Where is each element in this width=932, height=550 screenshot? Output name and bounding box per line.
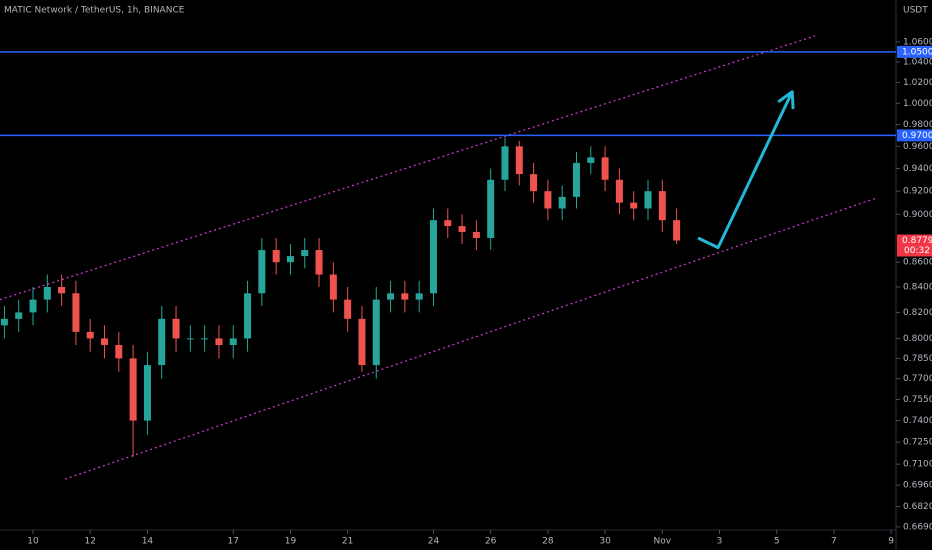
x-tick-label: 26 bbox=[485, 537, 497, 547]
countdown-label: 00:32 bbox=[904, 246, 930, 256]
y-tick-label: 0.7550 bbox=[903, 395, 932, 405]
chart-title: MATIC Network / TetherUS, 1h, BINANCE bbox=[4, 6, 185, 16]
candle-body bbox=[558, 196, 566, 209]
x-tick-label: 10 bbox=[27, 537, 39, 547]
last-price-box bbox=[897, 234, 932, 257]
candle-body bbox=[530, 174, 538, 192]
candle-body bbox=[29, 299, 37, 313]
candle-body bbox=[58, 287, 66, 294]
price-label-box bbox=[897, 129, 932, 142]
price-label: 0.9700 bbox=[902, 131, 932, 141]
x-tick-label: 21 bbox=[342, 537, 353, 547]
y-tick-label: 0.7250 bbox=[903, 438, 932, 448]
y-tick-label: 1.0400 bbox=[903, 57, 932, 67]
y-tick-label: 0.9800 bbox=[903, 120, 932, 130]
currency-label: USDT bbox=[903, 6, 928, 16]
candle-body bbox=[315, 250, 323, 275]
candle-body bbox=[86, 331, 94, 339]
candle-body bbox=[286, 256, 294, 263]
candle-body bbox=[129, 358, 137, 421]
candle-body bbox=[572, 162, 580, 197]
candle-body bbox=[301, 250, 309, 257]
x-tick-label: 12 bbox=[84, 537, 95, 547]
candle-body bbox=[72, 293, 80, 332]
candle-body bbox=[115, 345, 123, 359]
candle-body bbox=[258, 250, 266, 294]
y-tick-label: 0.9000 bbox=[903, 210, 932, 220]
y-tick-label: 0.8000 bbox=[903, 334, 932, 344]
candle-body bbox=[15, 312, 23, 319]
candle-body bbox=[201, 338, 209, 340]
x-tick-label: 5 bbox=[774, 537, 780, 547]
candle-body bbox=[658, 191, 666, 221]
candle-body bbox=[587, 157, 595, 163]
y-tick-label: 0.7400 bbox=[903, 416, 932, 426]
y-tick-label: 0.8600 bbox=[903, 258, 932, 268]
candle-body bbox=[401, 293, 409, 300]
candle-body bbox=[244, 293, 252, 339]
candle-body bbox=[601, 157, 609, 180]
y-tick-label: 1.0200 bbox=[903, 78, 932, 88]
candle-body bbox=[344, 299, 352, 319]
x-tick-label: 24 bbox=[428, 537, 440, 547]
x-tick-label: 19 bbox=[285, 537, 297, 547]
candle-body bbox=[472, 232, 480, 238]
arrow-line bbox=[697, 91, 794, 250]
candle-body bbox=[501, 146, 509, 180]
y-tick-label: 0.9200 bbox=[903, 187, 932, 197]
y-tick-label: 1.0000 bbox=[903, 99, 932, 109]
candle-body bbox=[43, 287, 51, 300]
candle-body bbox=[429, 220, 437, 294]
price-label: 1.0500 bbox=[902, 47, 932, 57]
candle-body bbox=[615, 179, 623, 203]
x-tick-label: 30 bbox=[599, 537, 611, 547]
candle-body bbox=[544, 191, 552, 209]
candle-body bbox=[515, 146, 523, 175]
candle-body bbox=[415, 293, 423, 300]
y-tick-label: 0.7100 bbox=[903, 460, 932, 470]
x-tick-label: 9 bbox=[888, 537, 894, 547]
candle-body bbox=[215, 338, 223, 346]
candle-body bbox=[229, 338, 237, 346]
x-tick-label: 28 bbox=[542, 537, 554, 547]
y-tick-label: 0.9600 bbox=[903, 142, 932, 152]
candle-body bbox=[329, 274, 337, 300]
y-tick-label: 0.6960 bbox=[903, 481, 932, 491]
y-tick-label: 0.9400 bbox=[903, 164, 932, 174]
candle-body bbox=[143, 365, 151, 421]
y-tick-label: 0.6820 bbox=[903, 502, 932, 512]
channel-line bbox=[64, 197, 877, 480]
candle-body bbox=[101, 338, 109, 346]
candle-body bbox=[458, 226, 466, 233]
candle-body bbox=[0, 318, 8, 326]
y-tick-label: 1.0600 bbox=[903, 37, 932, 47]
x-tick-label: 3 bbox=[717, 537, 723, 547]
candle-body bbox=[272, 250, 280, 263]
y-tick-label: 0.6690 bbox=[903, 522, 932, 532]
candle-body bbox=[158, 318, 166, 366]
x-tick-label: 17 bbox=[228, 537, 239, 547]
candle-body bbox=[444, 220, 452, 227]
candle-body bbox=[630, 202, 638, 209]
x-tick-label: Nov bbox=[654, 537, 672, 547]
y-tick-label: 0.7700 bbox=[903, 374, 932, 384]
candle-body bbox=[487, 179, 495, 238]
price-label-box bbox=[897, 45, 932, 58]
candle-body bbox=[358, 318, 366, 366]
candle-body bbox=[172, 318, 180, 339]
y-tick-label: 0.7850 bbox=[903, 354, 932, 364]
x-tick-label: 14 bbox=[142, 537, 154, 547]
candle-body bbox=[673, 220, 681, 241]
candle-body bbox=[387, 293, 395, 300]
candle-body bbox=[186, 338, 194, 340]
y-tick-label: 0.8200 bbox=[903, 308, 932, 318]
arrow-head bbox=[777, 90, 795, 110]
candle-body bbox=[644, 191, 652, 209]
y-tick-label: 0.8400 bbox=[903, 283, 932, 293]
candle-body bbox=[372, 299, 380, 366]
last-price-label: 0.8779 bbox=[902, 236, 932, 246]
x-tick-label: 7 bbox=[831, 537, 837, 547]
